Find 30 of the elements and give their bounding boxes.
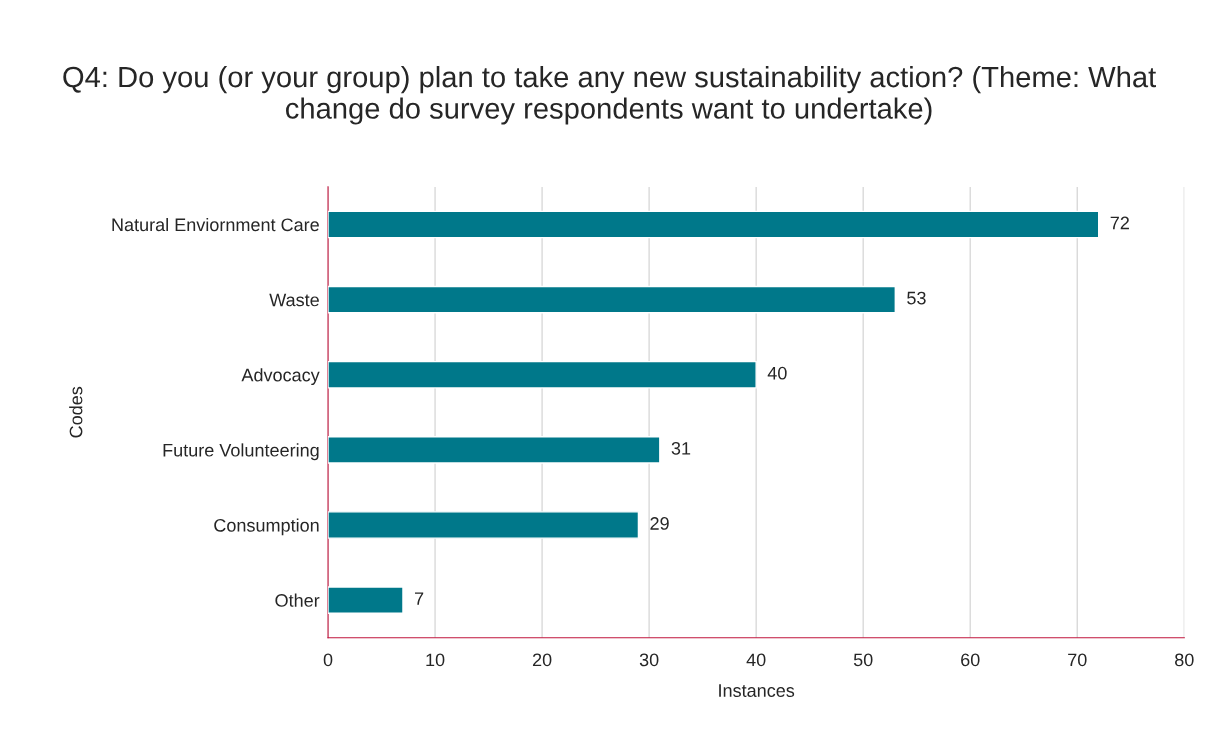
y-tick-label: Consumption [214, 518, 319, 536]
x-tick-label: 70 [1068, 653, 1087, 667]
y-tick-label: Future Volunteering [163, 443, 319, 461]
bar [328, 586, 404, 614]
bar [328, 360, 757, 389]
bar [328, 210, 1100, 239]
data-label: 72 [1110, 216, 1129, 230]
data-label: 31 [671, 441, 691, 455]
y-axis-title: Codes [69, 386, 83, 438]
x-tick-label: 60 [961, 653, 980, 667]
bar [328, 285, 896, 314]
x-tick-label: 20 [532, 653, 552, 667]
x-tick-label: 30 [639, 653, 659, 667]
x-tick-label: 0 [323, 653, 333, 667]
y-tick-label: Waste [269, 293, 319, 307]
x-axis-title: Instances [719, 684, 795, 697]
x-tick-label: 80 [1175, 653, 1194, 667]
y-tick-label: Natural Enviornment Care [112, 217, 319, 232]
x-tick-label: 50 [853, 653, 873, 667]
x-tick-label: 40 [746, 653, 766, 667]
bar [328, 511, 640, 539]
data-label: 7 [414, 592, 424, 605]
x-tick-label: 10 [426, 653, 445, 667]
y-tick-label: Advocacy [241, 368, 320, 386]
bar [328, 436, 661, 464]
chart-title: Q4: Do you (or your group) plan to take any new sustainability action? (Theme: What change do survey respondents want to undertake) [63, 65, 1156, 125]
data-label: 53 [907, 291, 926, 305]
y-tick-label: Other [275, 593, 320, 607]
data-label: 29 [650, 517, 669, 530]
data-label: 40 [767, 366, 787, 380]
